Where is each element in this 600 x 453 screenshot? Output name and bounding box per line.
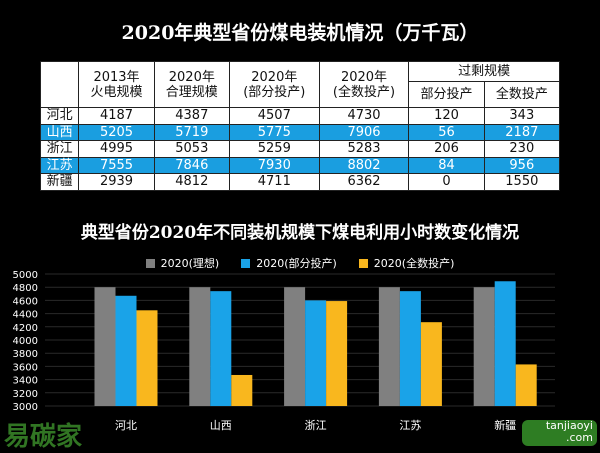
col-header: 2013年 火电规模	[78, 61, 155, 108]
x-tick-label: 江苏	[399, 419, 421, 432]
bar	[189, 287, 211, 406]
x-tick-label: 新疆	[494, 418, 516, 432]
value-cell: 5053	[153, 140, 230, 158]
value-cell: 2939	[78, 173, 155, 191]
bar	[305, 300, 327, 406]
table-row: 河北 4187 4387 4507 4730 120 343	[39, 107, 561, 125]
bar-chart: 3000 3200 3400 3600 3800 4000 4200 4400 4600 4800…	[13, 270, 555, 432]
legend-label: 2020(全数投产)	[373, 257, 455, 270]
value-cell: 4387	[153, 107, 230, 125]
legend-item: 2020(理想)	[145, 255, 220, 271]
legend-label: 2020(部分投产)	[256, 257, 337, 270]
legend-item: 2020(部分投产)	[241, 255, 337, 271]
province-cell: 江苏	[39, 156, 80, 174]
value-cell: 5719	[153, 123, 230, 141]
y-tick-label: 4600	[13, 296, 38, 307]
value-cell: 230	[483, 140, 561, 158]
value-cell: 84	[408, 156, 485, 174]
value-cell: 7555	[78, 156, 155, 174]
value-cell: 5259	[228, 140, 320, 158]
value-cell: 206	[408, 140, 485, 158]
value-cell: 4507	[228, 107, 320, 125]
y-tick-label: 5000	[13, 270, 38, 281]
bar	[231, 374, 253, 406]
y-tick-label: 4800	[13, 283, 38, 294]
x-tick-label: 浙江	[305, 419, 327, 432]
y-tick-label: 4000	[13, 336, 38, 347]
table-row: 新疆 2939 4812 4711 6362 0 1550	[39, 173, 561, 191]
bar	[136, 310, 158, 406]
bar	[115, 295, 137, 406]
col-header: 2020年 (部分投产)	[228, 61, 320, 108]
watermark-site: tanjiaoyi .com	[522, 420, 597, 446]
sub-header: 部分投产	[408, 81, 485, 108]
sub-header: 全数投产	[483, 81, 561, 108]
col-header: 2020年 合理规模	[153, 61, 230, 108]
table-row: 浙江 4995 5053 5259 5283 206 230	[39, 140, 561, 158]
bar	[420, 322, 442, 406]
value-cell: 4730	[318, 107, 410, 125]
value-cell: 7846	[153, 156, 230, 174]
value-cell: 7906	[318, 123, 410, 141]
bar	[473, 287, 495, 406]
bar	[515, 364, 537, 406]
value-cell: 343	[483, 107, 561, 125]
x-tick-label: 山西	[210, 419, 232, 432]
value-cell: 2187	[483, 123, 561, 141]
y-tick-label: 3600	[13, 362, 38, 373]
y-tick-label: 3800	[13, 349, 38, 360]
bar	[284, 287, 306, 406]
x-tick-label: 河北	[115, 419, 137, 432]
value-cell: 5205	[78, 123, 155, 141]
y-tick-label: 4400	[13, 310, 38, 321]
province-cell: 浙江	[39, 140, 80, 158]
y-tick-label: 3200	[13, 389, 38, 400]
y-tick-label: 4200	[13, 323, 38, 334]
value-cell: 4995	[78, 140, 155, 158]
value-cell: 0	[408, 173, 485, 191]
bar	[326, 301, 348, 406]
corner-cell	[39, 61, 80, 108]
value-cell: 4711	[228, 173, 320, 191]
legend-item: 2020(全数投产)	[358, 255, 455, 271]
y-tick-label: 3400	[13, 376, 38, 387]
province-cell: 新疆	[39, 173, 80, 191]
legend-swatch	[241, 259, 251, 268]
bar	[378, 287, 400, 406]
value-cell: 6362	[318, 173, 410, 191]
legend-label: 2020(理想)	[160, 257, 220, 270]
chart-legend: 2020(理想) 2020(部分投产) 2020(全数投产)	[0, 255, 600, 271]
value-cell: 5775	[228, 123, 320, 141]
value-cell: 120	[408, 107, 485, 125]
bar	[494, 281, 516, 406]
capacity-table: 2013年 火电规模 2020年 合理规模 2020年 (部分投产) 2020年 (全数…	[39, 61, 561, 191]
value-cell: 956	[483, 156, 561, 174]
group-header: 过剩规模	[408, 61, 560, 82]
table-title: 2020年典型省份煤电装机情况（万千瓦）	[121, 22, 479, 44]
col-header: 2020年 (全数投产)	[318, 61, 410, 108]
bar	[399, 291, 421, 406]
province-cell: 山西	[39, 123, 80, 141]
table-row: 山西 5205 5719 5775 7906 56 2187	[39, 123, 561, 141]
legend-swatch	[358, 259, 368, 268]
value-cell: 56	[408, 123, 485, 141]
value-cell: 7930	[228, 156, 320, 174]
y-tick-label: 3000	[13, 402, 38, 413]
bar	[210, 291, 232, 406]
watermark-logo: 易碳家	[4, 422, 83, 452]
bar	[94, 287, 116, 406]
value-cell: 5283	[318, 140, 410, 158]
table-row: 江苏 7555 7846 7930 8802 84 956	[39, 156, 561, 174]
chart-title: 典型省份2020年不同装机规模下煤电利用小时数变化情况	[80, 223, 520, 243]
province-cell: 河北	[39, 107, 80, 125]
value-cell: 1550	[483, 173, 561, 191]
value-cell: 4187	[78, 107, 155, 125]
value-cell: 4812	[153, 173, 230, 191]
legend-swatch	[145, 259, 155, 268]
value-cell: 8802	[318, 156, 410, 174]
